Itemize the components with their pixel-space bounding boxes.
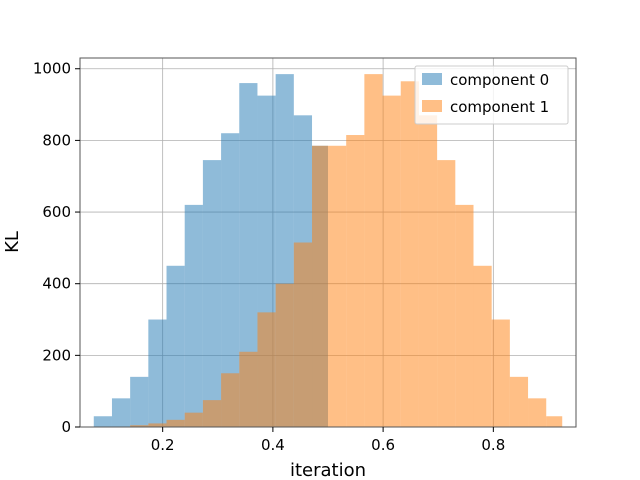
- y-axis-label: KL: [2, 231, 23, 253]
- histogram-bar-component-1: [148, 423, 167, 427]
- histogram-bar-component-1: [473, 265, 492, 427]
- histogram-bar-component-1: [455, 204, 474, 427]
- histogram-bar-component-1: [509, 376, 529, 427]
- x-tick-label: 0.6: [371, 436, 395, 454]
- x-tick-label: 0.8: [481, 436, 505, 454]
- plot-frame: [79, 57, 577, 428]
- histogram-bar-component-1: [202, 400, 222, 427]
- histogram-bar-component-1: [382, 95, 401, 427]
- histogram-bar-component-0: [166, 265, 185, 427]
- histogram-bar-component-1: [346, 135, 365, 427]
- histogram-bar-component-1: [418, 115, 438, 428]
- legend: component 0 component 1: [414, 65, 569, 125]
- x-axis-label: iteration: [290, 460, 366, 480]
- legend-label-component-1: component 1: [450, 98, 549, 116]
- histogram-bar-component-1: [239, 351, 258, 427]
- histogram-bar-component-1: [312, 145, 328, 427]
- histogram-bar-component-1: [546, 416, 563, 427]
- histogram-bar-component-1: [184, 412, 203, 427]
- histogram-bar-component-0: [202, 160, 222, 428]
- histogram-bar-component-0: [148, 319, 167, 427]
- y-tick-label: 400: [42, 275, 71, 293]
- histogram-bar-component-1: [528, 398, 547, 427]
- legend-swatch-component-0: [422, 73, 442, 85]
- histogram-bar-component-1: [293, 242, 313, 427]
- histogram-bar-component-0: [239, 83, 258, 427]
- y-tick-label: 800: [42, 131, 71, 149]
- histogram-bar-component-1: [437, 160, 456, 428]
- legend-label-component-0: component 0: [450, 71, 549, 89]
- histogram-bar-component-1: [275, 283, 294, 427]
- histogram-bar-component-1: [257, 312, 276, 427]
- legend-frame: [414, 65, 569, 125]
- y-tick-label: 1000: [33, 60, 71, 78]
- histogram-bar-component-1: [400, 81, 419, 427]
- histogram-bar-component-1: [491, 319, 510, 427]
- histogram-bar-component-1: [166, 419, 185, 427]
- histogram-bar-component-0: [111, 398, 131, 427]
- y-tick-label: 200: [42, 346, 71, 364]
- axis-ticks: 0.2 0.4 0.6 0.8 0 200 400 600 800 1000: [33, 60, 505, 454]
- x-tick-label: 0.2: [151, 436, 175, 454]
- histogram-bars: [93, 74, 563, 428]
- histogram-bar-component-0: [130, 376, 149, 427]
- y-tick-label: 600: [42, 203, 71, 221]
- legend-swatch-component-1: [422, 100, 442, 112]
- histogram-bar-component-1: [364, 74, 383, 427]
- x-tick-label: 0.4: [261, 436, 285, 454]
- histogram-bar-component-0: [184, 204, 203, 427]
- histogram-bar-component-0: [93, 416, 112, 427]
- y-tick-label: 0: [61, 418, 71, 436]
- histogram-bar-component-0: [221, 133, 240, 427]
- histogram-bar-component-1: [130, 425, 149, 427]
- histogram-bar-component-1: [221, 373, 240, 427]
- histogram-bar-component-1: [328, 145, 347, 427]
